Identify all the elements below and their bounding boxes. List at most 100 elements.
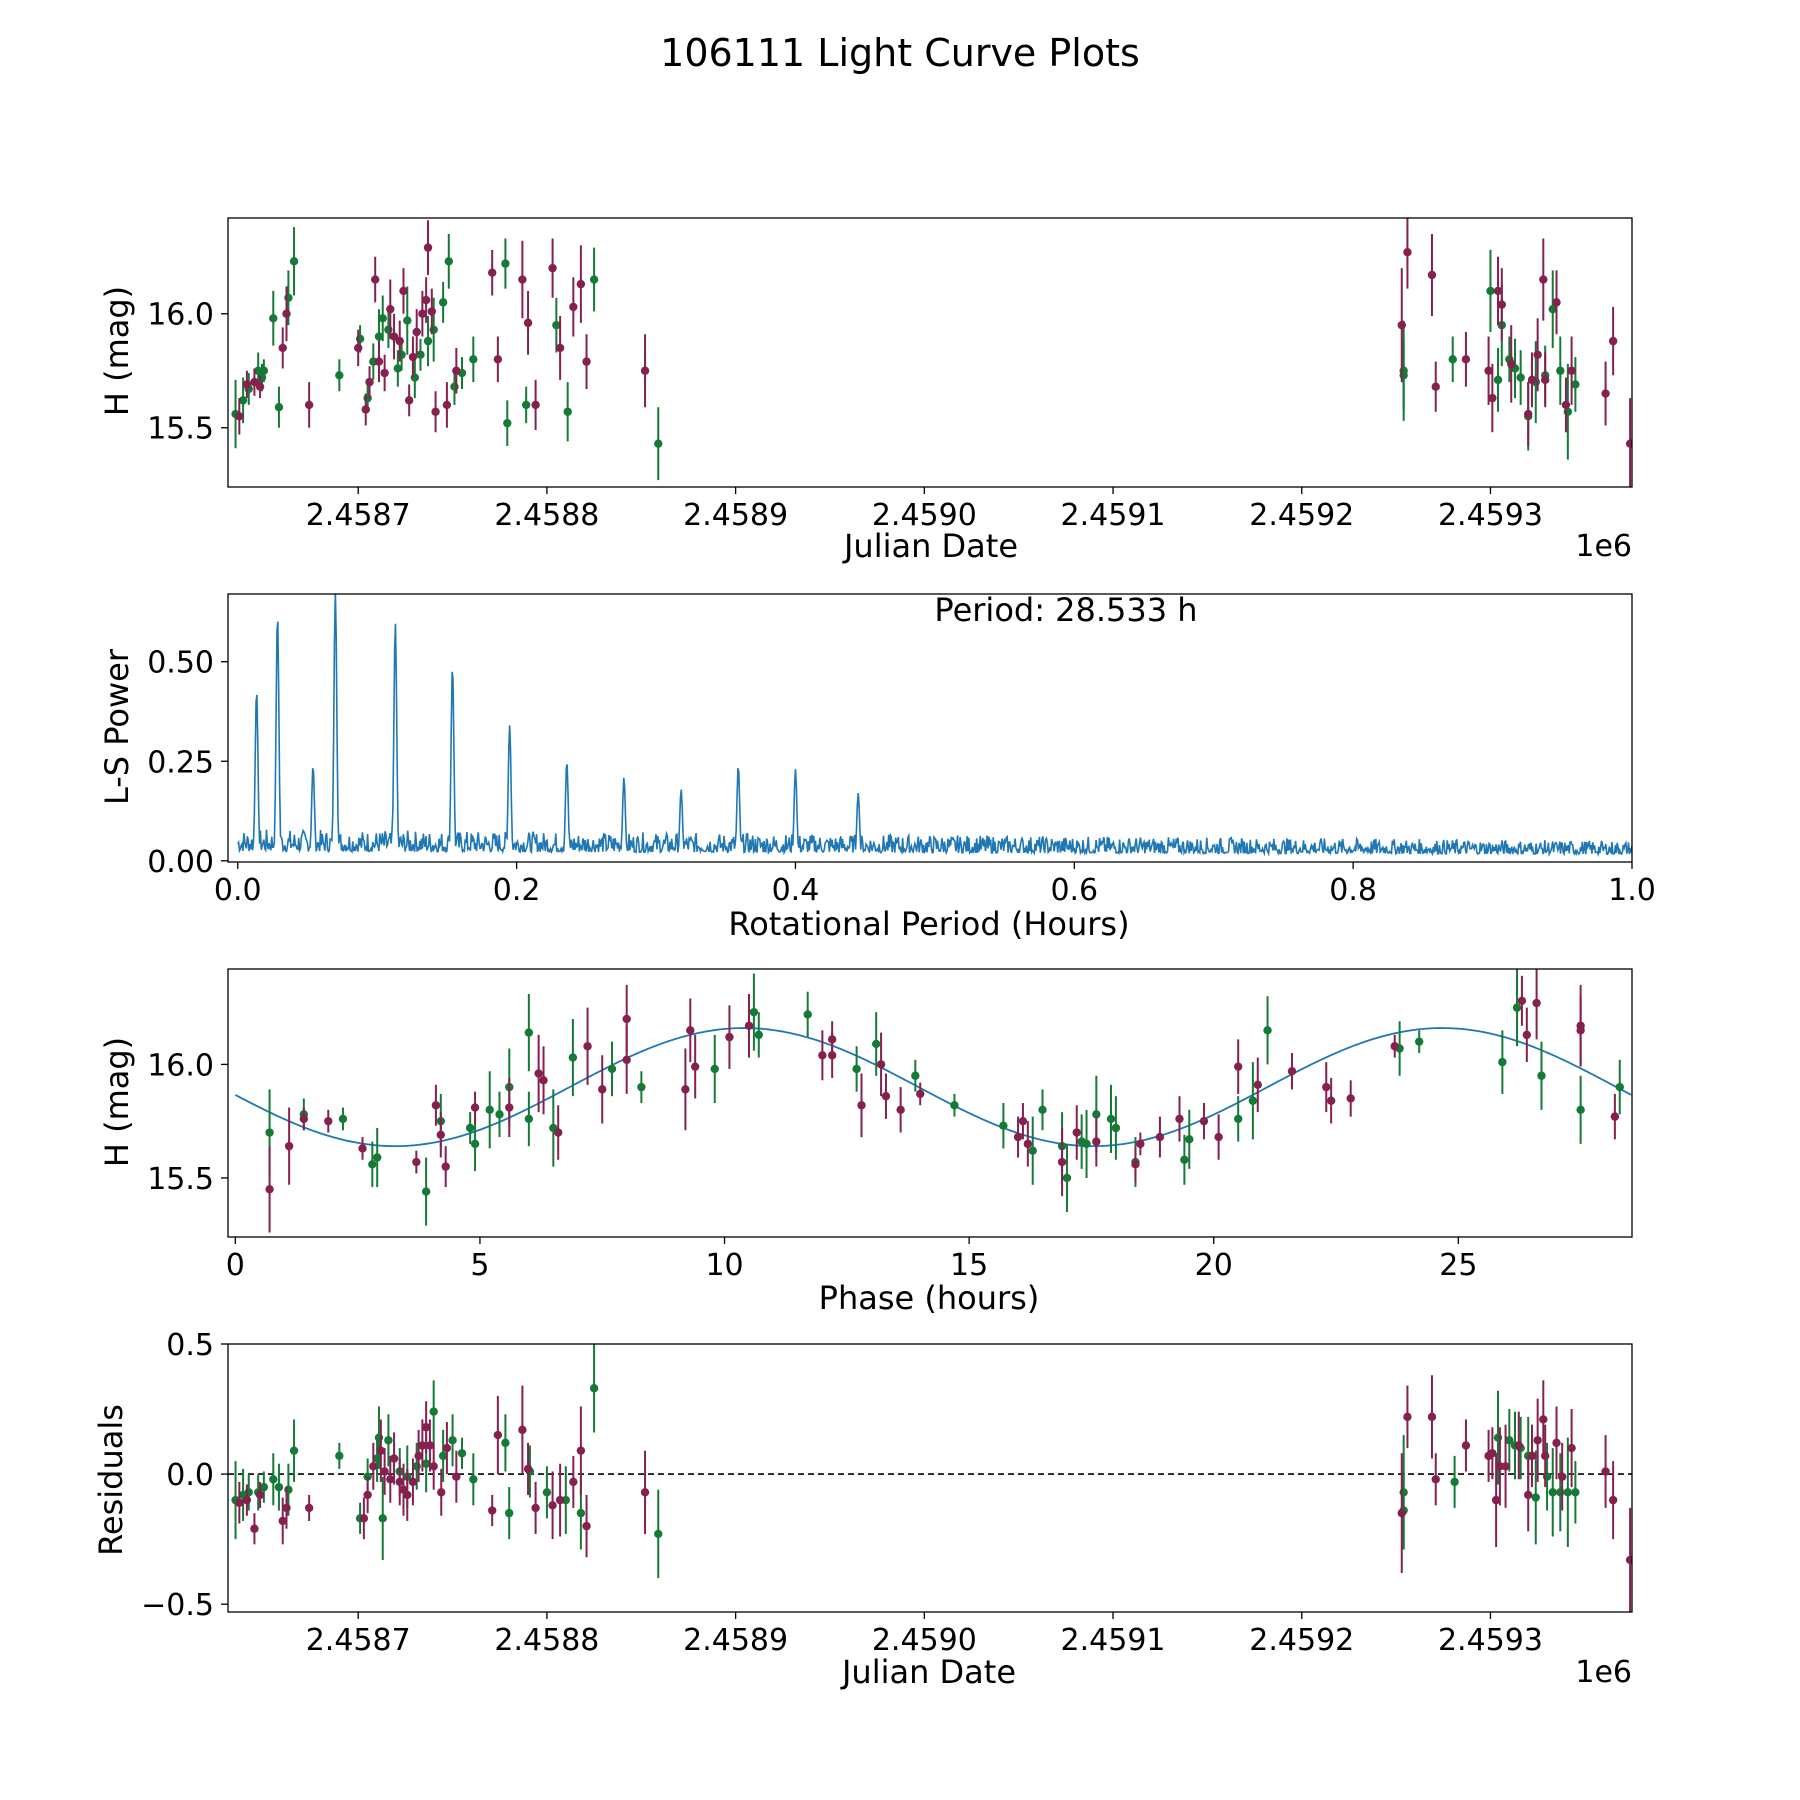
data-point — [427, 307, 437, 316]
data-point — [542, 1488, 552, 1497]
data-point — [1557, 1472, 1567, 1481]
data-point — [238, 396, 248, 405]
data-point — [416, 350, 425, 359]
data-point — [376, 1446, 386, 1455]
y-tick-label: 0.5 — [166, 1328, 214, 1363]
x-tick-label: 0.0 — [214, 873, 262, 908]
data-point — [598, 1085, 607, 1094]
light-curve-ylabel: H (mag) — [98, 286, 136, 416]
data-point — [355, 334, 365, 344]
phased-light-curve-panel: Phase (hours) H (mag) 0 5 10 15 20 25 15.5 16.0 — [98, 968, 1633, 1317]
x-tick-label: 1.0 — [1608, 873, 1656, 908]
data-point — [523, 1464, 533, 1474]
data-point — [1493, 375, 1503, 385]
x-tick-label: 2.4591 — [1061, 498, 1166, 533]
data-point — [637, 1082, 646, 1092]
data-point — [457, 1449, 467, 1458]
phased-light-curve-ylabel: H (mag) — [98, 1037, 136, 1167]
data-point — [1527, 1451, 1537, 1461]
light-curve-xlabel: Julian Date — [842, 527, 1018, 565]
data-point — [1111, 1123, 1121, 1133]
periodogram-xlabel: Rotational Period (Hours) — [728, 905, 1129, 943]
data-point — [725, 1032, 734, 1042]
data-point — [469, 355, 478, 364]
data-point — [1287, 1067, 1297, 1076]
data-point — [274, 403, 284, 412]
data-point — [235, 412, 244, 421]
data-point — [622, 1014, 631, 1024]
data-point — [284, 1141, 294, 1151]
data-point — [1501, 1462, 1510, 1471]
data-point — [397, 350, 406, 359]
data-point — [429, 1407, 438, 1416]
data-point — [250, 1524, 259, 1533]
data-point — [429, 325, 438, 334]
y-tick-label: 16.0 — [147, 1048, 214, 1083]
data-point — [423, 336, 433, 346]
data-point — [1427, 270, 1437, 280]
data-point — [1214, 1132, 1223, 1142]
data-point — [1028, 1146, 1037, 1155]
data-point — [710, 1064, 719, 1074]
data-points — [231, 1344, 1632, 1612]
x-tick-label: 2.4589 — [683, 498, 788, 533]
residuals-xlabel: Julian Date — [840, 1653, 1016, 1691]
data-point — [576, 1508, 586, 1518]
data-point — [582, 1521, 591, 1531]
data-point — [431, 1101, 441, 1110]
data-point — [1493, 286, 1503, 296]
data-point — [335, 371, 344, 380]
data-point — [589, 1384, 599, 1393]
data-point — [370, 275, 380, 284]
data-point — [552, 320, 561, 330]
data-point — [1531, 1493, 1540, 1502]
data-point — [881, 1091, 891, 1101]
data-point — [1082, 1139, 1091, 1149]
data-point — [418, 1441, 427, 1450]
data-point — [452, 1472, 461, 1481]
data-point — [242, 1495, 252, 1505]
data-point — [470, 1103, 480, 1112]
data-point — [389, 332, 399, 341]
data-point — [425, 1441, 435, 1450]
data-point — [548, 1501, 557, 1510]
data-point — [437, 1488, 446, 1497]
data-point — [289, 1446, 299, 1455]
data-point — [1106, 1114, 1116, 1124]
data-point — [487, 1506, 497, 1515]
data-point — [569, 302, 578, 312]
data-point — [1072, 1128, 1081, 1137]
data-point — [504, 1508, 514, 1518]
data-point — [408, 1477, 418, 1487]
data-point — [269, 1475, 278, 1484]
data-point — [438, 298, 448, 307]
data-point — [384, 325, 393, 334]
data-point — [640, 1488, 650, 1497]
data-point — [754, 1030, 763, 1040]
x-tick-label: 2.4588 — [494, 498, 599, 533]
data-point — [442, 1443, 452, 1453]
data-point — [1448, 355, 1457, 364]
data-point — [1625, 439, 1632, 448]
data-point — [555, 1495, 565, 1505]
data-point — [1488, 1449, 1497, 1458]
data-point — [354, 343, 363, 353]
data-point — [999, 1121, 1008, 1130]
y-tick-label: 16.0 — [147, 298, 214, 333]
data-point — [1092, 1110, 1101, 1119]
plot-frame — [227, 968, 1633, 1238]
x-tick-label: 2.4589 — [683, 1623, 788, 1658]
data-point — [686, 1026, 695, 1035]
series-purple — [235, 1375, 1632, 1612]
data-point — [384, 1436, 393, 1445]
data-point — [744, 1021, 754, 1030]
data-point — [1199, 1116, 1209, 1126]
y-tick-label: 0.25 — [147, 745, 214, 780]
data-points — [265, 969, 1624, 1233]
data-point — [1461, 355, 1471, 364]
data-point — [380, 368, 389, 378]
data-point — [265, 1128, 274, 1137]
data-point — [1450, 1477, 1459, 1487]
data-point — [1414, 1037, 1424, 1046]
data-point — [421, 1423, 431, 1432]
